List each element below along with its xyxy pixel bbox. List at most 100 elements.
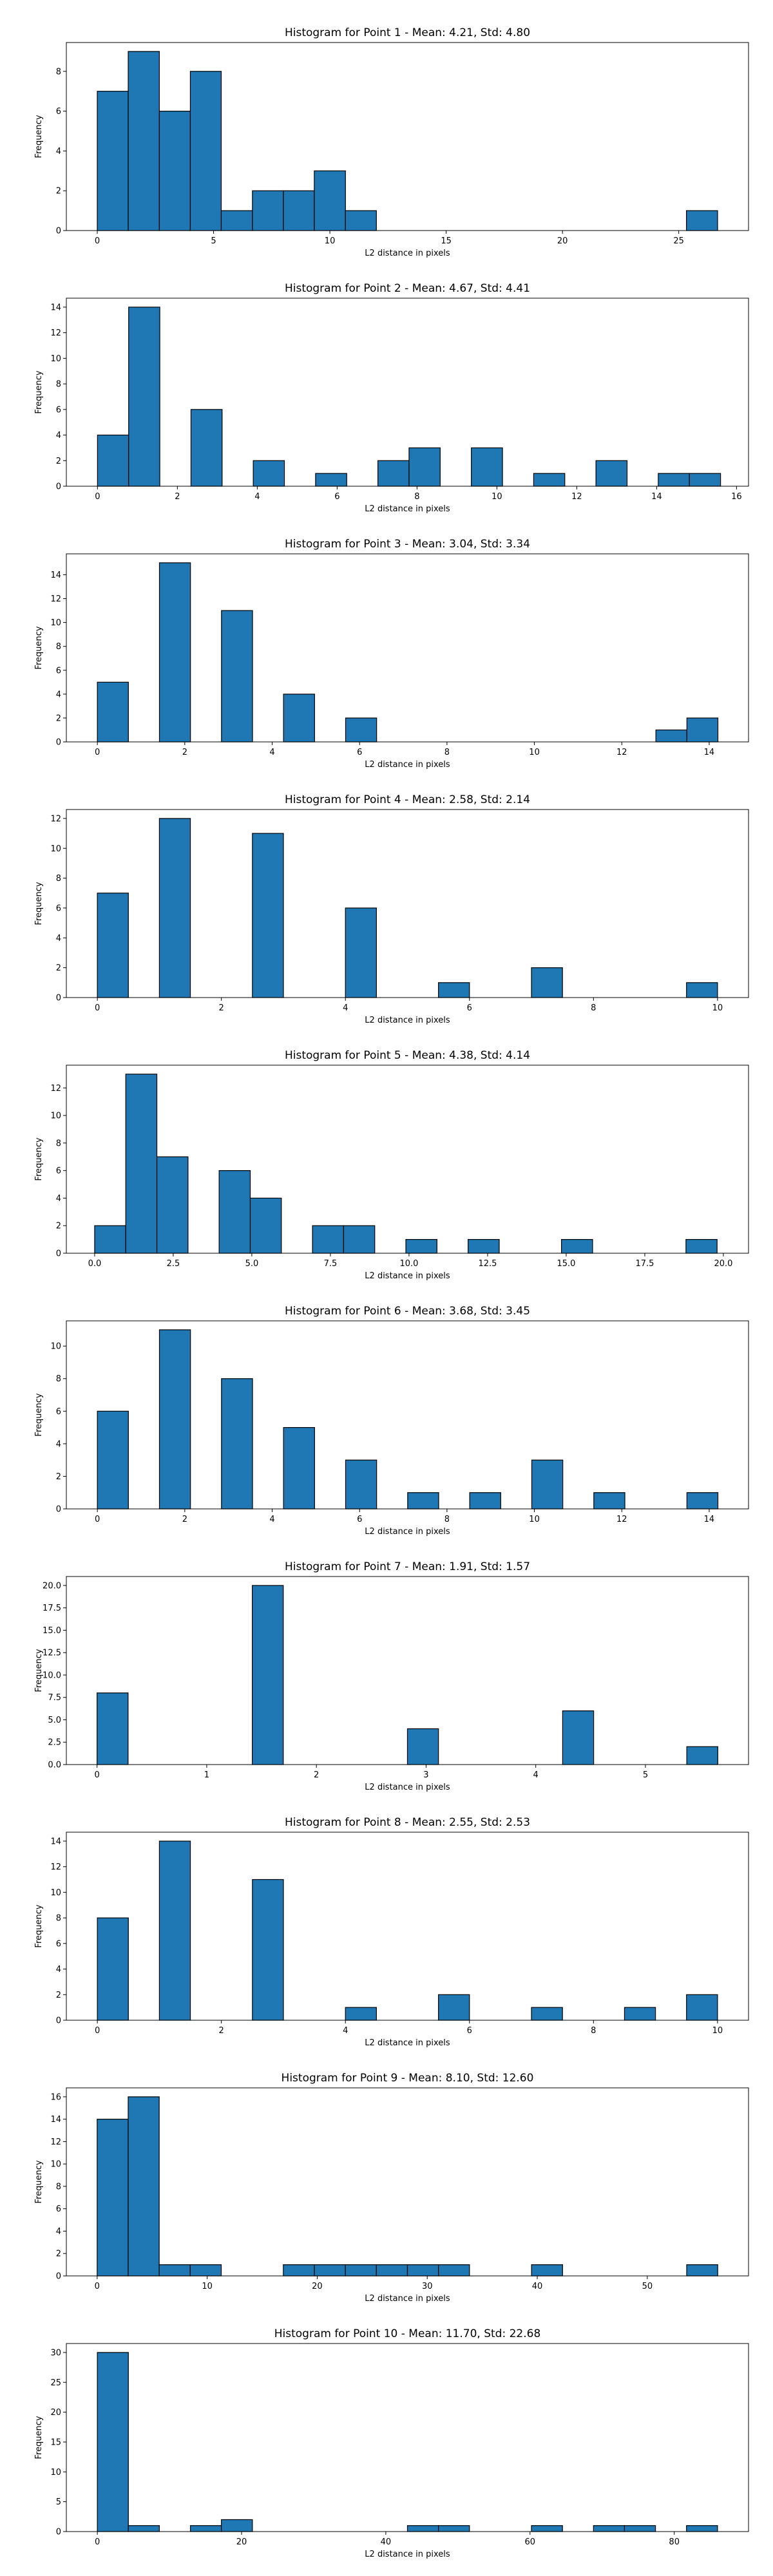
histogram-bar [531,2007,563,2021]
bars [97,2096,718,2277]
histogram-bar [128,51,160,231]
x-tick-label: 10 [712,1003,723,1013]
y-axis-ticks: 0 2 4 6 8 10 12 [50,814,66,1003]
y-tick-label: 8 [56,1139,61,1148]
histogram-bar [125,1074,158,1254]
bars [97,1329,719,1510]
histogram-bar [345,1459,377,1510]
y-axis-label: Frequency [34,882,44,925]
y-tick-label: 10 [50,1888,61,1898]
y-tick-label: 8 [56,1374,61,1384]
y-axis-ticks: 0 2 4 6 8 10 12 14 16 [50,2092,66,2282]
histogram-bar [128,2096,160,2277]
histogram-bar [471,447,503,487]
y-tick-label: 0 [56,738,61,748]
histogram-bar [97,2352,129,2532]
histogram-bar [593,1492,625,1510]
y-tick-label: 6 [56,904,61,913]
x-tick-label: 15.0 [557,1259,575,1269]
y-axis-ticks: 0 2 4 6 8 [56,67,66,236]
histogram-bar [624,2525,656,2532]
histogram-bar [406,1728,439,1765]
x-tick-label: 2 [182,1515,187,1524]
y-tick-label: 17.5 [43,1604,61,1613]
histogram-bar [283,694,315,743]
histogram-bar [189,2525,222,2532]
y-tick-label: 8 [56,2182,61,2192]
bars [97,818,718,998]
x-tick-label: 8 [444,748,450,757]
axes-frame [66,2343,749,2532]
y-tick-label: 2.5 [48,1738,61,1748]
y-tick-label: 6 [56,1939,61,1949]
x-tick-label: 60 [525,2537,536,2547]
x-tick-label: 80 [669,2537,680,2547]
histogram-panel-4: Histogram for Point 4 - Mean: 2.58, Std:… [34,793,749,1025]
histogram-bar [533,473,566,487]
histogram-panel-8: Histogram for Point 8 - Mean: 2.55, Std:… [34,1816,749,2048]
histogram-bar [283,2264,315,2277]
x-axis-ticks: 0 5 10 15 20 25 [95,231,684,246]
chart-title: Histogram for Point 4 - Mean: 2.58, Std:… [285,793,530,806]
x-axis-label: L2 distance in pixels [365,249,450,258]
x-tick-label: 0 [95,2537,100,2547]
x-tick-label: 2.5 [167,1259,180,1269]
histogram-bar [283,1426,315,1510]
x-axis-label: L2 distance in pixels [365,1783,450,1792]
y-axis-label: Frequency [34,626,44,669]
histogram-panel-2: Histogram for Point 2 - Mean: 4.67, Std:… [34,282,749,514]
y-tick-label: 2 [56,1222,61,1231]
bars [97,1841,718,2021]
histogram-bar [686,1746,718,1765]
y-tick-label: 10 [50,354,61,364]
x-tick-label: 3 [423,1770,428,1780]
y-axis-label: Frequency [34,1904,44,1947]
y-axis-ticks: 0 2 4 6 8 10 [50,1342,66,1515]
y-axis-label: Frequency [34,1393,44,1436]
histogram-bar [252,190,284,231]
histogram-bar [408,447,441,487]
x-tick-label: 20 [236,2537,247,2547]
histogram-bar [252,833,284,998]
histogram-bar [97,1692,129,1765]
x-tick-label: 0 [95,1003,100,1013]
y-tick-label: 30 [50,2348,61,2358]
x-tick-label: 6 [467,2026,472,2036]
histogram-bar [685,1239,718,1254]
histogram-bar [686,2264,718,2277]
histogram-bar [218,1170,251,1254]
y-tick-label: 25 [50,2378,61,2388]
histogram-bar [406,2525,439,2532]
histogram-bar [686,717,719,743]
y-tick-label: 2 [56,2249,61,2259]
x-tick-label: 1 [204,1770,209,1780]
y-axis-ticks: 0 2 4 6 8 10 12 14 [50,571,66,748]
histogram-bar [562,1710,595,1765]
histogram-bar [251,1585,284,1765]
histogram-bar [97,893,129,998]
x-axis-label: L2 distance in pixels [365,2550,450,2559]
y-tick-label: 7.5 [48,1693,61,1703]
y-tick-label: 0 [56,2272,61,2282]
x-tick-label: 0 [95,1770,100,1780]
histogram-bar [689,473,721,487]
histogram-bar [97,1410,129,1510]
histogram-bar [97,434,129,487]
x-axis-ticks: 0.0 2.5 5.0 7.5 10.0 12.5 15.0 17.5 20.0 [88,1253,732,1269]
x-tick-label: 10 [529,748,540,757]
y-tick-label: 2 [56,714,61,723]
y-tick-label: 2 [56,1472,61,1482]
x-axis-label: L2 distance in pixels [365,2038,450,2048]
axes-frame [66,2087,749,2277]
histogram-bar [128,307,160,487]
histogram-panel-10: Histogram for Point 10 - Mean: 11.70, St… [34,2327,749,2559]
x-tick-label: 12.5 [478,1259,497,1269]
x-tick-label: 0 [95,236,100,246]
x-tick-label: 5 [643,1770,648,1780]
x-tick-label: 0 [95,2026,100,2036]
x-tick-label: 20 [312,2282,323,2291]
y-tick-label: 10 [50,1342,61,1352]
x-tick-label: 12 [616,1515,627,1524]
x-tick-label: 2 [182,748,187,757]
